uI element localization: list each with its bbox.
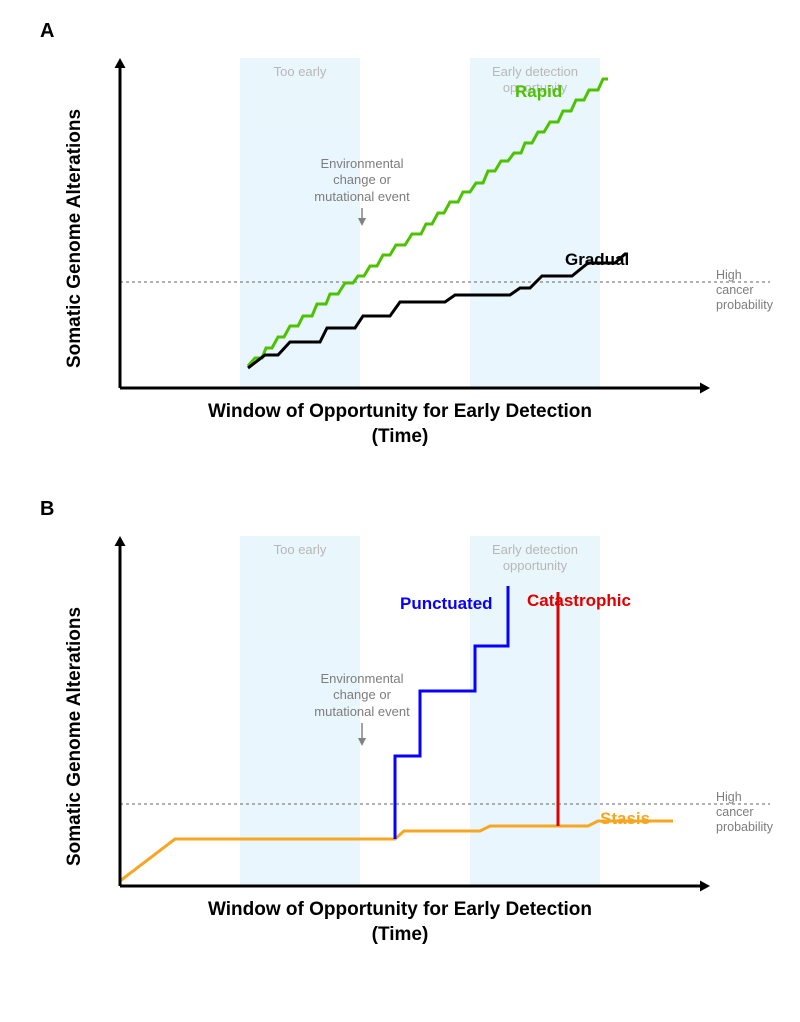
panel-a-y-axis-label: Somatic Genome Alterations (64, 109, 86, 368)
panel-a-threshold-label: High cancer probability (716, 268, 773, 313)
panel-a-x-axis-label: Window of Opportunity for Early Detectio… (40, 400, 760, 449)
panel-a: A Somatic Genome Alterations Too early E… (40, 20, 760, 490)
panel-a-plot-area: Too early Early detection opportunity En… (120, 58, 710, 388)
panel-b-plot-area: Too early Early detection opportunity En… (120, 536, 710, 886)
figure-container: A Somatic Genome Alterations Too early E… (40, 20, 760, 990)
panel-b-threshold-label: High cancer probability (716, 790, 773, 835)
panel-b-y-axis-label: Somatic Genome Alterations (64, 607, 86, 866)
panel-b-letter: B (40, 498, 54, 521)
panel-b: B Somatic Genome Alterations Too early E… (40, 498, 760, 988)
panel-b-svg (120, 536, 710, 886)
panel-a-svg (120, 58, 710, 388)
panel-b-x-axis-label: Window of Opportunity for Early Detectio… (40, 898, 760, 947)
panel-a-letter: A (40, 20, 54, 43)
